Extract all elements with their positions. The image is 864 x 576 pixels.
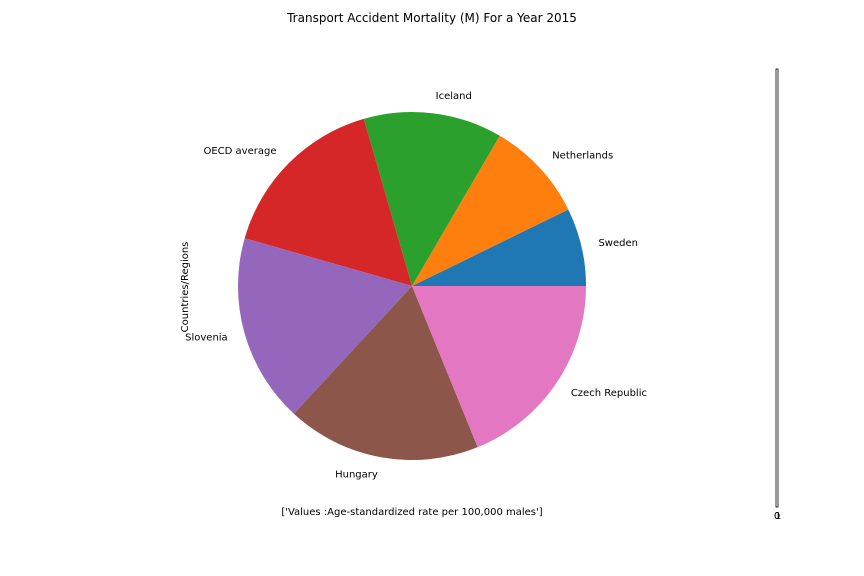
slice-label-sweden: Sweden <box>598 238 638 249</box>
pie-chart <box>237 112 586 460</box>
pie-slice-sweden <box>412 209 586 286</box>
slice-label-netherlands: Netherlands <box>552 151 613 162</box>
slice-label-hungary: Hungary <box>335 469 378 480</box>
slice-label-iceland: Iceland <box>436 91 472 102</box>
pie-slice-slovenia <box>237 238 412 414</box>
pie-slice-czech-republic <box>412 286 586 448</box>
pie-slice-hungary <box>293 286 478 460</box>
pie-slice-oecd-average <box>244 118 412 286</box>
colorbar: 0 1 <box>774 68 781 522</box>
pie-slice-iceland <box>363 112 500 287</box>
y-axis-label: Countries/Regions <box>180 242 191 333</box>
slice-labels: Sweden Netherlands Iceland OECD average Slov… <box>185 91 647 480</box>
colorbar-tick-0: 0 <box>774 511 780 522</box>
colorbar-frame <box>775 68 779 508</box>
slice-label-oecd-average: OECD average <box>203 146 276 157</box>
pie-slice-netherlands <box>412 135 569 286</box>
chart-title: Transport Accident Mortality (M) For a Y… <box>286 11 577 25</box>
colorbar-tick-1: 1 <box>775 511 781 522</box>
slice-label-czech-republic: Czech Republic <box>571 388 647 399</box>
x-axis-label: ['Values :Age-standardized rate per 100,… <box>281 507 542 518</box>
slice-label-slovenia: Slovenia <box>185 333 228 344</box>
